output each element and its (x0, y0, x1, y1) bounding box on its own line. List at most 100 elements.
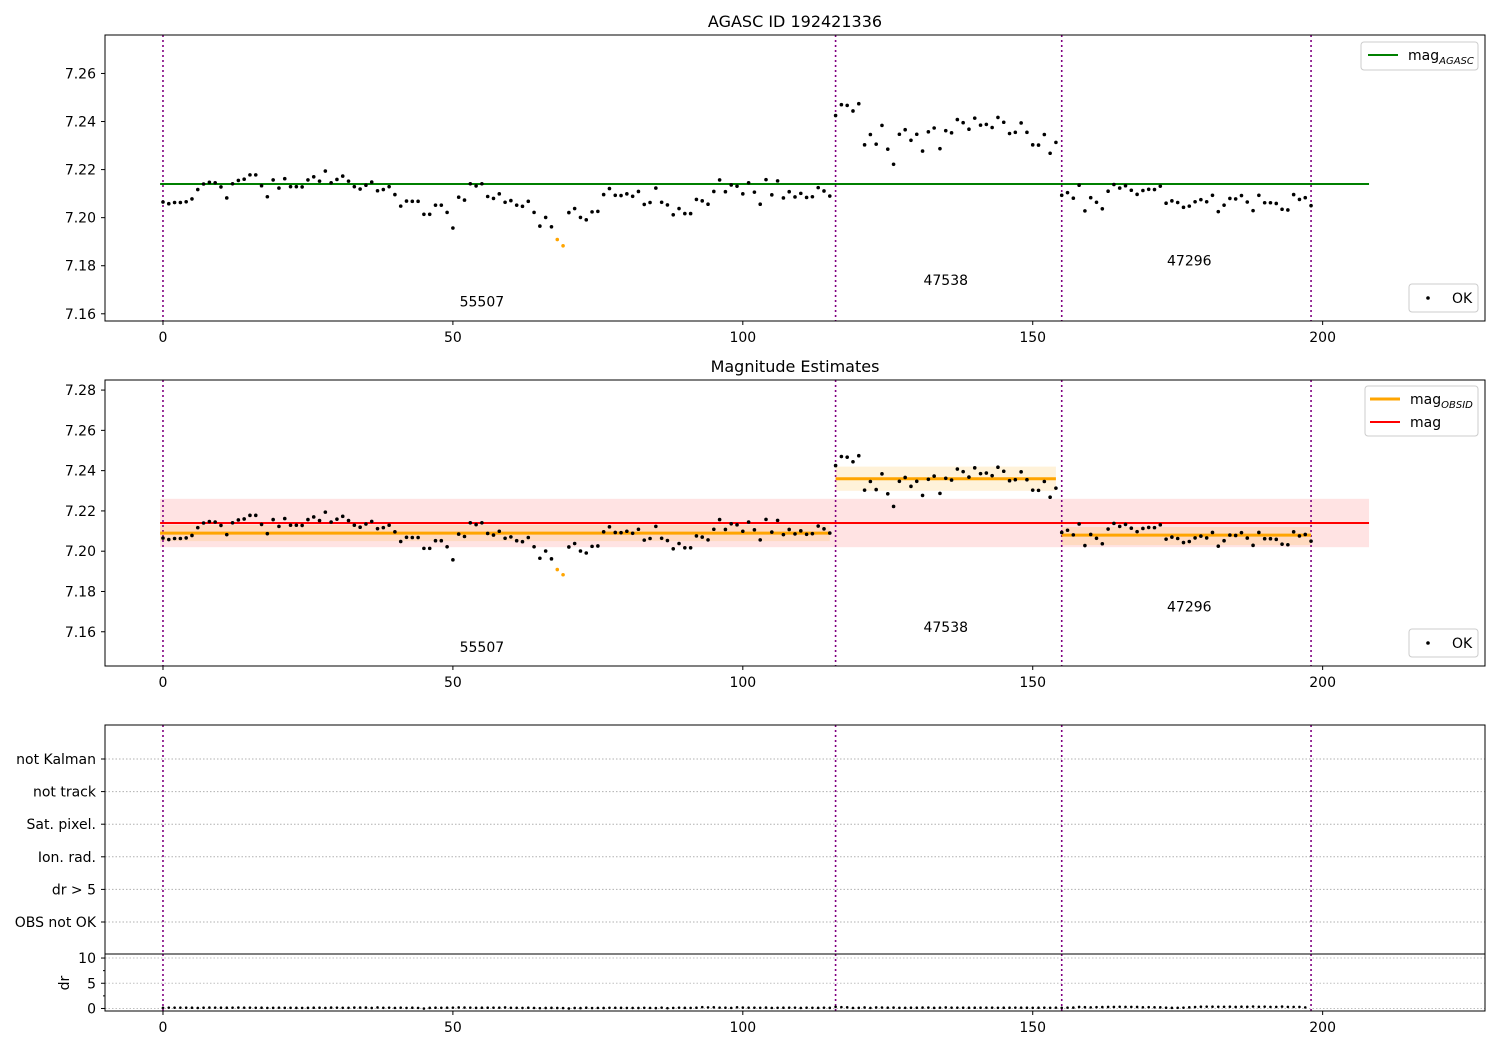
dr-point (874, 1006, 878, 1009)
ok-point (1112, 182, 1116, 187)
ok-point (491, 196, 496, 201)
ok-point (1228, 196, 1232, 201)
ok-point (184, 536, 188, 540)
dr-point (1019, 1006, 1023, 1009)
ok-point (914, 132, 919, 137)
dr-point (526, 1006, 530, 1010)
ok-point (277, 186, 281, 190)
ok-point (798, 191, 803, 196)
dr-point (509, 1006, 513, 1010)
ok-point (1065, 528, 1070, 533)
ok-point (346, 179, 351, 183)
ok-point (480, 520, 484, 525)
ok-point (1094, 200, 1099, 205)
ok-point (752, 528, 757, 532)
ok-point (949, 131, 954, 135)
ok-point (236, 178, 241, 183)
ok-point (1112, 521, 1116, 526)
ok-point (1146, 187, 1151, 192)
ok-point (335, 517, 339, 521)
dr-point (880, 1006, 884, 1009)
ok-point (1141, 526, 1145, 531)
y-tick-label: 7.26 (65, 423, 96, 439)
ok-point (770, 530, 774, 534)
ok-point (340, 174, 345, 178)
ok-point (1181, 205, 1186, 210)
dr-point (619, 1006, 623, 1010)
dr-point (1274, 1005, 1278, 1009)
dr-point (892, 1006, 895, 1009)
ok-point (810, 194, 815, 199)
ok-point (393, 192, 397, 197)
ok-point (236, 518, 241, 522)
dr-point (161, 1006, 165, 1010)
ok-point (190, 533, 194, 538)
dr-point (289, 1006, 292, 1010)
ok-point (1170, 199, 1174, 203)
ok-point (891, 504, 896, 509)
ok-point (741, 192, 745, 196)
dr-point (370, 1006, 374, 1010)
ok-point (804, 195, 809, 200)
ok-point (207, 519, 212, 524)
dr-point (1216, 1005, 1220, 1009)
dr-point (1158, 1006, 1162, 1009)
dr-point (805, 1006, 808, 1009)
ok-point (230, 181, 235, 186)
dr-point (347, 1006, 350, 1010)
ok-point (967, 127, 971, 132)
ok-point (364, 522, 368, 526)
ok-point (839, 102, 844, 107)
ok-point (990, 125, 994, 130)
ok-point (920, 493, 925, 498)
ok-point (416, 199, 420, 204)
ok-point (706, 538, 710, 542)
y-tick-label: 7.22 (65, 504, 96, 520)
ok-point (1135, 529, 1139, 534)
y-tick-label: 7.28 (65, 383, 96, 399)
dr-point (613, 1006, 617, 1010)
dr-point (1130, 1005, 1133, 1009)
dr-point (219, 1006, 223, 1010)
dr-point (382, 1006, 385, 1010)
dr-point (353, 1006, 356, 1009)
dr-point (950, 1006, 953, 1009)
dr-point (434, 1006, 437, 1010)
ok-point (329, 181, 333, 185)
ok-point (775, 518, 780, 523)
ok-point (398, 539, 403, 544)
magnitude-axes-frame (104, 379, 1486, 667)
dr-point (561, 1006, 565, 1010)
ok-point (352, 184, 357, 189)
dr-point (1014, 1006, 1017, 1009)
ok-point (833, 113, 838, 118)
dr-point (190, 1006, 194, 1010)
ok-point (427, 546, 432, 551)
ok-point (543, 549, 548, 553)
dr-point (758, 1006, 762, 1010)
dr-point (898, 1006, 901, 1010)
ok-point (509, 198, 513, 203)
ok-point (439, 538, 444, 543)
ok-point (804, 532, 809, 537)
dr-point (660, 1006, 663, 1009)
ok-point (282, 516, 287, 521)
ok-point (1071, 533, 1076, 537)
ok-point (1216, 544, 1221, 548)
dr-point (1303, 1006, 1307, 1009)
dr-point (741, 1006, 745, 1009)
dr-point (411, 1006, 414, 1010)
x-tick-label: 50 (444, 330, 462, 346)
ok-point (1204, 199, 1209, 204)
dr-point (1147, 1005, 1150, 1009)
ok-point (584, 551, 589, 555)
dr-point (840, 1005, 843, 1009)
ok-point (172, 536, 177, 541)
y-tick-label: 7.18 (65, 259, 96, 275)
ok-point (943, 476, 948, 481)
dr-point (486, 1006, 489, 1010)
ok-point (1274, 201, 1279, 206)
ok-point (1303, 195, 1308, 200)
dr-point (1263, 1005, 1266, 1008)
ok-point (1268, 200, 1273, 205)
